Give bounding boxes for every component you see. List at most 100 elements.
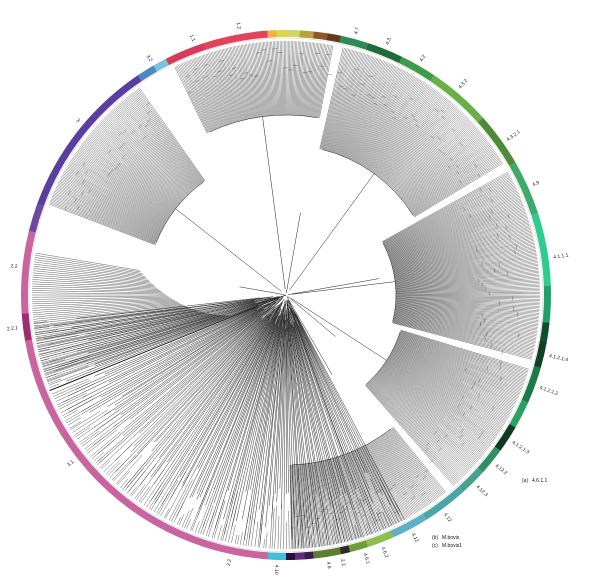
tree-branch [122, 145, 183, 201]
tree-branch [201, 80, 220, 128]
tree-branch [146, 102, 151, 105]
tree-branch [373, 512, 381, 531]
tree-branch [451, 128, 456, 133]
tree-branch [37, 341, 74, 350]
tree-branch [298, 50, 304, 116]
tree-branch [100, 168, 171, 217]
tree-branch [240, 62, 252, 119]
tree-branch [43, 355, 90, 371]
tree-branch [197, 56, 208, 83]
tree-branch [393, 348, 475, 391]
tree-branch [523, 310, 540, 313]
tree-branch [366, 102, 409, 169]
tree-branch [299, 464, 306, 538]
tree-branch [499, 376, 502, 381]
tree-branch [206, 53, 218, 85]
tree-branch [213, 76, 230, 125]
tree-branch [489, 176, 511, 189]
tree-branch [379, 62, 389, 84]
tree-branch [375, 374, 458, 449]
tree-branch [374, 375, 464, 457]
tree-branch [392, 248, 483, 270]
tree-branch [72, 409, 108, 433]
tree-guide-circle [28, 37, 544, 553]
tree-branch [97, 124, 107, 133]
tree-branch [76, 426, 96, 440]
tree-branch [364, 100, 407, 168]
tree-branch [89, 169, 169, 220]
tree-branch [254, 75, 259, 77]
tree-branch [412, 91, 438, 125]
tree-branch [263, 65, 270, 116]
tree-branch [372, 513, 380, 532]
clade-segment [348, 540, 368, 553]
tree-branch [385, 505, 396, 525]
tree-branch [81, 436, 95, 447]
tree-branch [343, 88, 348, 90]
tree-branch [507, 268, 539, 272]
tree-branch [82, 142, 103, 158]
tree-branch [395, 291, 490, 294]
tree-branch [283, 67, 284, 116]
tree-branch [385, 214, 460, 249]
tree-branch [76, 170, 79, 175]
tree-branch [480, 322, 481, 327]
tree-branch [90, 191, 163, 230]
tree-branch [422, 476, 440, 498]
tree-branch [289, 310, 338, 500]
tree-branch [136, 462, 165, 501]
tree-branch [353, 510, 362, 538]
tree-branch [457, 448, 476, 465]
tree-branch [93, 306, 259, 377]
tree-branch [337, 47, 344, 72]
tree-branch [445, 116, 467, 138]
tree-branch [494, 331, 537, 339]
tree-branch [293, 464, 297, 532]
tree-branch [482, 313, 539, 320]
tree-branch [379, 370, 456, 433]
tree-branch [150, 489, 164, 511]
tree-branch [389, 355, 458, 397]
tree-branch [362, 446, 398, 514]
tree-branch [341, 84, 370, 156]
tree-branch [373, 63, 392, 103]
clade-label: 4.3.2 [458, 78, 470, 91]
tree-branch [178, 64, 192, 93]
tree-branch [325, 44, 328, 55]
tree-branch [337, 71, 342, 74]
tree-branch [347, 81, 382, 159]
tree-branch [294, 67, 298, 116]
tree-branch [365, 514, 374, 534]
tree-branch [323, 61, 348, 150]
tree-branch [67, 304, 265, 397]
tree-branch [513, 317, 539, 321]
tree-branch [158, 308, 276, 459]
tree-branch [278, 41, 280, 74]
tree-branch [480, 306, 540, 311]
tree-branch [133, 297, 283, 437]
tree-branch [485, 318, 539, 325]
tree-branch [115, 106, 141, 135]
tree-branch [399, 333, 485, 364]
tree-branch [347, 508, 358, 539]
tree-branch [387, 201, 507, 253]
tree-branch [449, 157, 453, 162]
tree-branch [403, 85, 430, 124]
tree-branch [477, 283, 540, 287]
tree-branch [343, 455, 364, 513]
tree-branch [410, 163, 483, 212]
tree-branch [466, 139, 488, 156]
tree-branch [350, 451, 380, 520]
tree-branch [438, 119, 470, 149]
tree-branch [202, 504, 214, 536]
clade-segment [20, 230, 36, 314]
tree-branch [265, 314, 285, 528]
tree-branch [364, 92, 411, 168]
tree-branch [279, 301, 287, 489]
tree-branch [324, 89, 341, 151]
tree-branch [69, 298, 274, 362]
tree-branch [148, 489, 162, 509]
tree-branch [488, 180, 513, 194]
tree-branch [114, 169, 174, 213]
tree-branch [114, 107, 144, 140]
